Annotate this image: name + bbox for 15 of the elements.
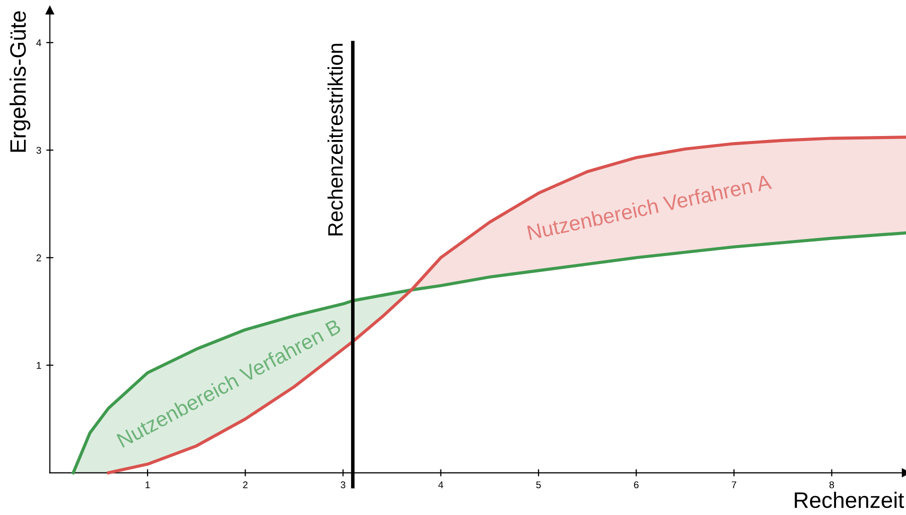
y-tick-label: 4 xyxy=(36,39,42,46)
y-tick-label: 2 xyxy=(36,254,42,262)
x-tick-label: 3 xyxy=(340,481,346,488)
x-tick-label: 4 xyxy=(438,481,444,488)
x-tick-label: 1 xyxy=(146,481,150,488)
x-tick-label: 2 xyxy=(243,481,248,488)
y-tick-label: 3 xyxy=(36,146,42,154)
x-axis-title: Rechenzeit xyxy=(794,492,904,508)
x-tick-label: 8 xyxy=(829,481,834,488)
ref-line-label: Rechenzeitrestriktion xyxy=(328,44,343,236)
y-axis-title: Ergebnis-Güte xyxy=(10,11,30,152)
x-tick-label: 7 xyxy=(732,481,736,488)
x-tick-label: 6 xyxy=(634,481,639,488)
x-tick-label: 5 xyxy=(536,481,541,488)
y-tick-label: 1 xyxy=(36,362,42,369)
